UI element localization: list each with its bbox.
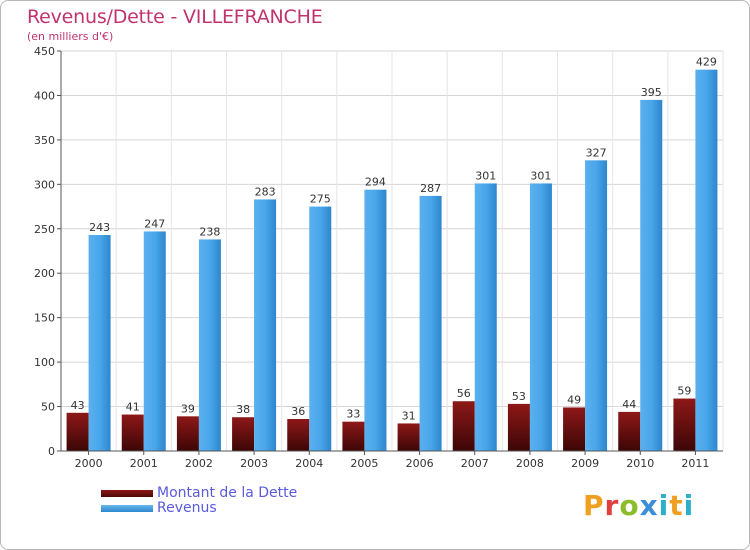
bar-dette <box>563 407 586 451</box>
x-tick-label: 2007 <box>461 457 489 470</box>
data-label-dette: 49 <box>567 393 581 406</box>
data-label-dette: 44 <box>622 398 636 411</box>
data-label-revenus: 294 <box>365 176 386 189</box>
data-label-revenus: 429 <box>696 56 717 69</box>
bar-revenus <box>364 189 387 451</box>
bar-dette <box>673 398 696 451</box>
data-label-dette: 38 <box>236 403 250 416</box>
y-tick-label: 100 <box>34 356 55 369</box>
y-tick-label: 250 <box>34 223 55 236</box>
bar-dette <box>232 417 255 451</box>
data-label-dette: 56 <box>457 387 471 400</box>
bar-revenus <box>529 183 552 451</box>
data-label-revenus: 395 <box>641 86 662 99</box>
x-tick-label: 2008 <box>516 457 544 470</box>
data-label-revenus: 243 <box>89 221 110 234</box>
legend-swatch-revenus <box>101 505 153 512</box>
data-label-revenus: 301 <box>475 169 496 182</box>
data-label-revenus: 327 <box>586 146 607 159</box>
x-tick-label: 2004 <box>295 457 323 470</box>
chart-title: Revenus/Dette - VILLEFRANCHE <box>27 6 323 28</box>
bar-revenus <box>585 160 608 452</box>
data-label-dette: 33 <box>346 408 360 421</box>
bar-revenus <box>198 239 221 451</box>
data-label-revenus: 287 <box>420 182 441 195</box>
bar-revenus <box>309 206 332 451</box>
bar-dette <box>618 411 641 451</box>
y-tick-label: 450 <box>34 45 55 58</box>
data-label-revenus: 238 <box>199 225 220 238</box>
bar-dette <box>452 401 475 451</box>
y-tick-label: 0 <box>48 445 55 458</box>
legend-label-revenus: Revenus <box>157 500 217 516</box>
data-label-revenus: 283 <box>255 185 276 198</box>
legend-label-dette: Montant de la Dette <box>157 485 298 501</box>
y-tick-label: 400 <box>34 89 55 102</box>
data-label-dette: 59 <box>677 385 691 398</box>
data-label-revenus: 275 <box>310 193 331 206</box>
bar-dette <box>121 414 144 451</box>
bar-dette <box>397 423 420 451</box>
bar-dette <box>176 416 199 451</box>
x-tick-label: 2005 <box>350 457 378 470</box>
data-label-dette: 39 <box>181 402 195 415</box>
x-tick-label: 2003 <box>240 457 268 470</box>
x-tick-label: 2001 <box>130 457 158 470</box>
y-tick-label: 300 <box>34 178 55 191</box>
data-label-revenus: 301 <box>530 169 551 182</box>
data-label-dette: 36 <box>291 405 305 418</box>
y-tick-label: 150 <box>34 312 55 325</box>
x-tick-label: 2010 <box>626 457 654 470</box>
bar-revenus <box>419 195 442 451</box>
x-tick-label: 2011 <box>681 457 709 470</box>
bar-dette <box>287 419 310 451</box>
legend-swatch-dette <box>101 490 153 497</box>
data-label-dette: 31 <box>402 409 416 422</box>
x-tick-label: 2006 <box>406 457 434 470</box>
bar-dette <box>507 403 530 451</box>
data-label-dette: 41 <box>126 401 140 414</box>
bar-revenus <box>695 69 718 452</box>
bar-revenus <box>143 231 166 451</box>
bar-dette <box>342 421 365 451</box>
proxiti-logo: Proxiti <box>583 489 695 522</box>
bar-revenus <box>474 183 497 451</box>
x-tick-label: 2000 <box>75 457 103 470</box>
data-label-revenus: 247 <box>144 217 165 230</box>
y-tick-label: 350 <box>34 134 55 147</box>
y-tick-label: 50 <box>41 401 55 414</box>
bar-revenus <box>254 199 277 451</box>
y-tick-label: 200 <box>34 267 55 280</box>
chart-subtitle: (en milliers d'€) <box>27 30 114 43</box>
bar-revenus <box>640 99 663 451</box>
x-tick-label: 2002 <box>185 457 213 470</box>
bar-dette <box>66 412 89 451</box>
x-tick-label: 2009 <box>571 457 599 470</box>
bar-revenus <box>88 235 111 451</box>
data-label-dette: 43 <box>71 399 85 412</box>
data-label-dette: 53 <box>512 390 526 403</box>
